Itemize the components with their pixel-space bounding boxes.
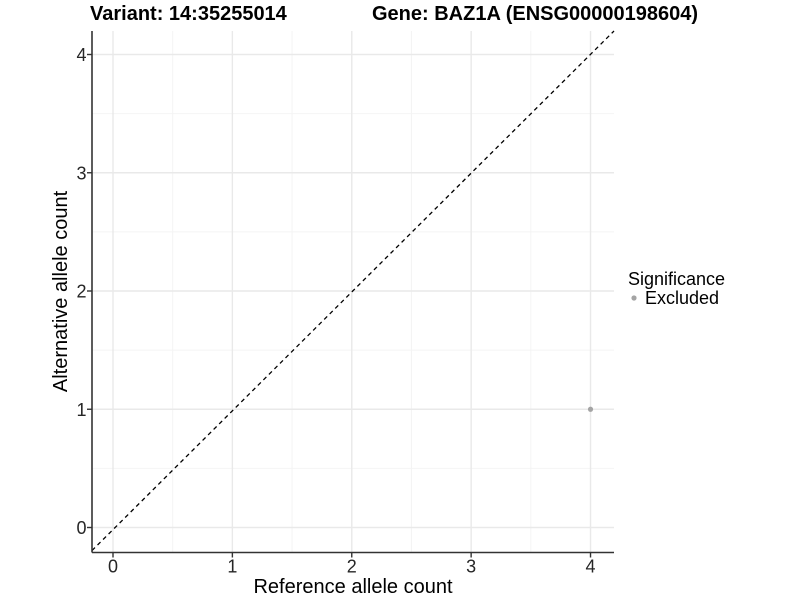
y-tick-label: 1	[76, 400, 86, 420]
axes-layer	[87, 31, 614, 558]
legend-item-label: Excluded	[645, 288, 719, 308]
x-tick-label: 2	[347, 557, 357, 577]
y-tick-label: 0	[76, 518, 86, 538]
gridlines-minor	[92, 31, 614, 553]
x-axis-title: Reference allele count	[253, 576, 452, 598]
x-tick-label: 0	[108, 557, 118, 577]
legend-item-excluded: Excluded	[631, 288, 719, 308]
x-tick-label: 3	[466, 557, 476, 577]
plot-title-variant: Variant: 14:35255014	[90, 3, 288, 25]
x-tick-label: 1	[227, 557, 237, 577]
legend-point-icon	[631, 295, 637, 301]
data-points-layer	[587, 406, 594, 412]
tick-labels-layer: 0 1 2 3 4 0 1 2 3 4	[76, 45, 595, 577]
data-point	[587, 406, 594, 412]
legend: Significance Excluded	[628, 269, 725, 308]
gridlines-major	[92, 31, 614, 553]
y-tick-label: 3	[76, 163, 86, 183]
identity-reference-line	[91, 30, 615, 551]
y-tick-label: 4	[76, 45, 86, 65]
legend-title: Significance	[628, 269, 725, 289]
plot-title-gene: Gene: BAZ1A (ENSG00000198604)	[372, 3, 698, 25]
x-tick-label: 4	[586, 557, 596, 577]
identity-line-layer	[91, 30, 615, 551]
y-axis-title: Alternative allele count	[50, 190, 72, 392]
y-tick-label: 2	[76, 282, 86, 302]
